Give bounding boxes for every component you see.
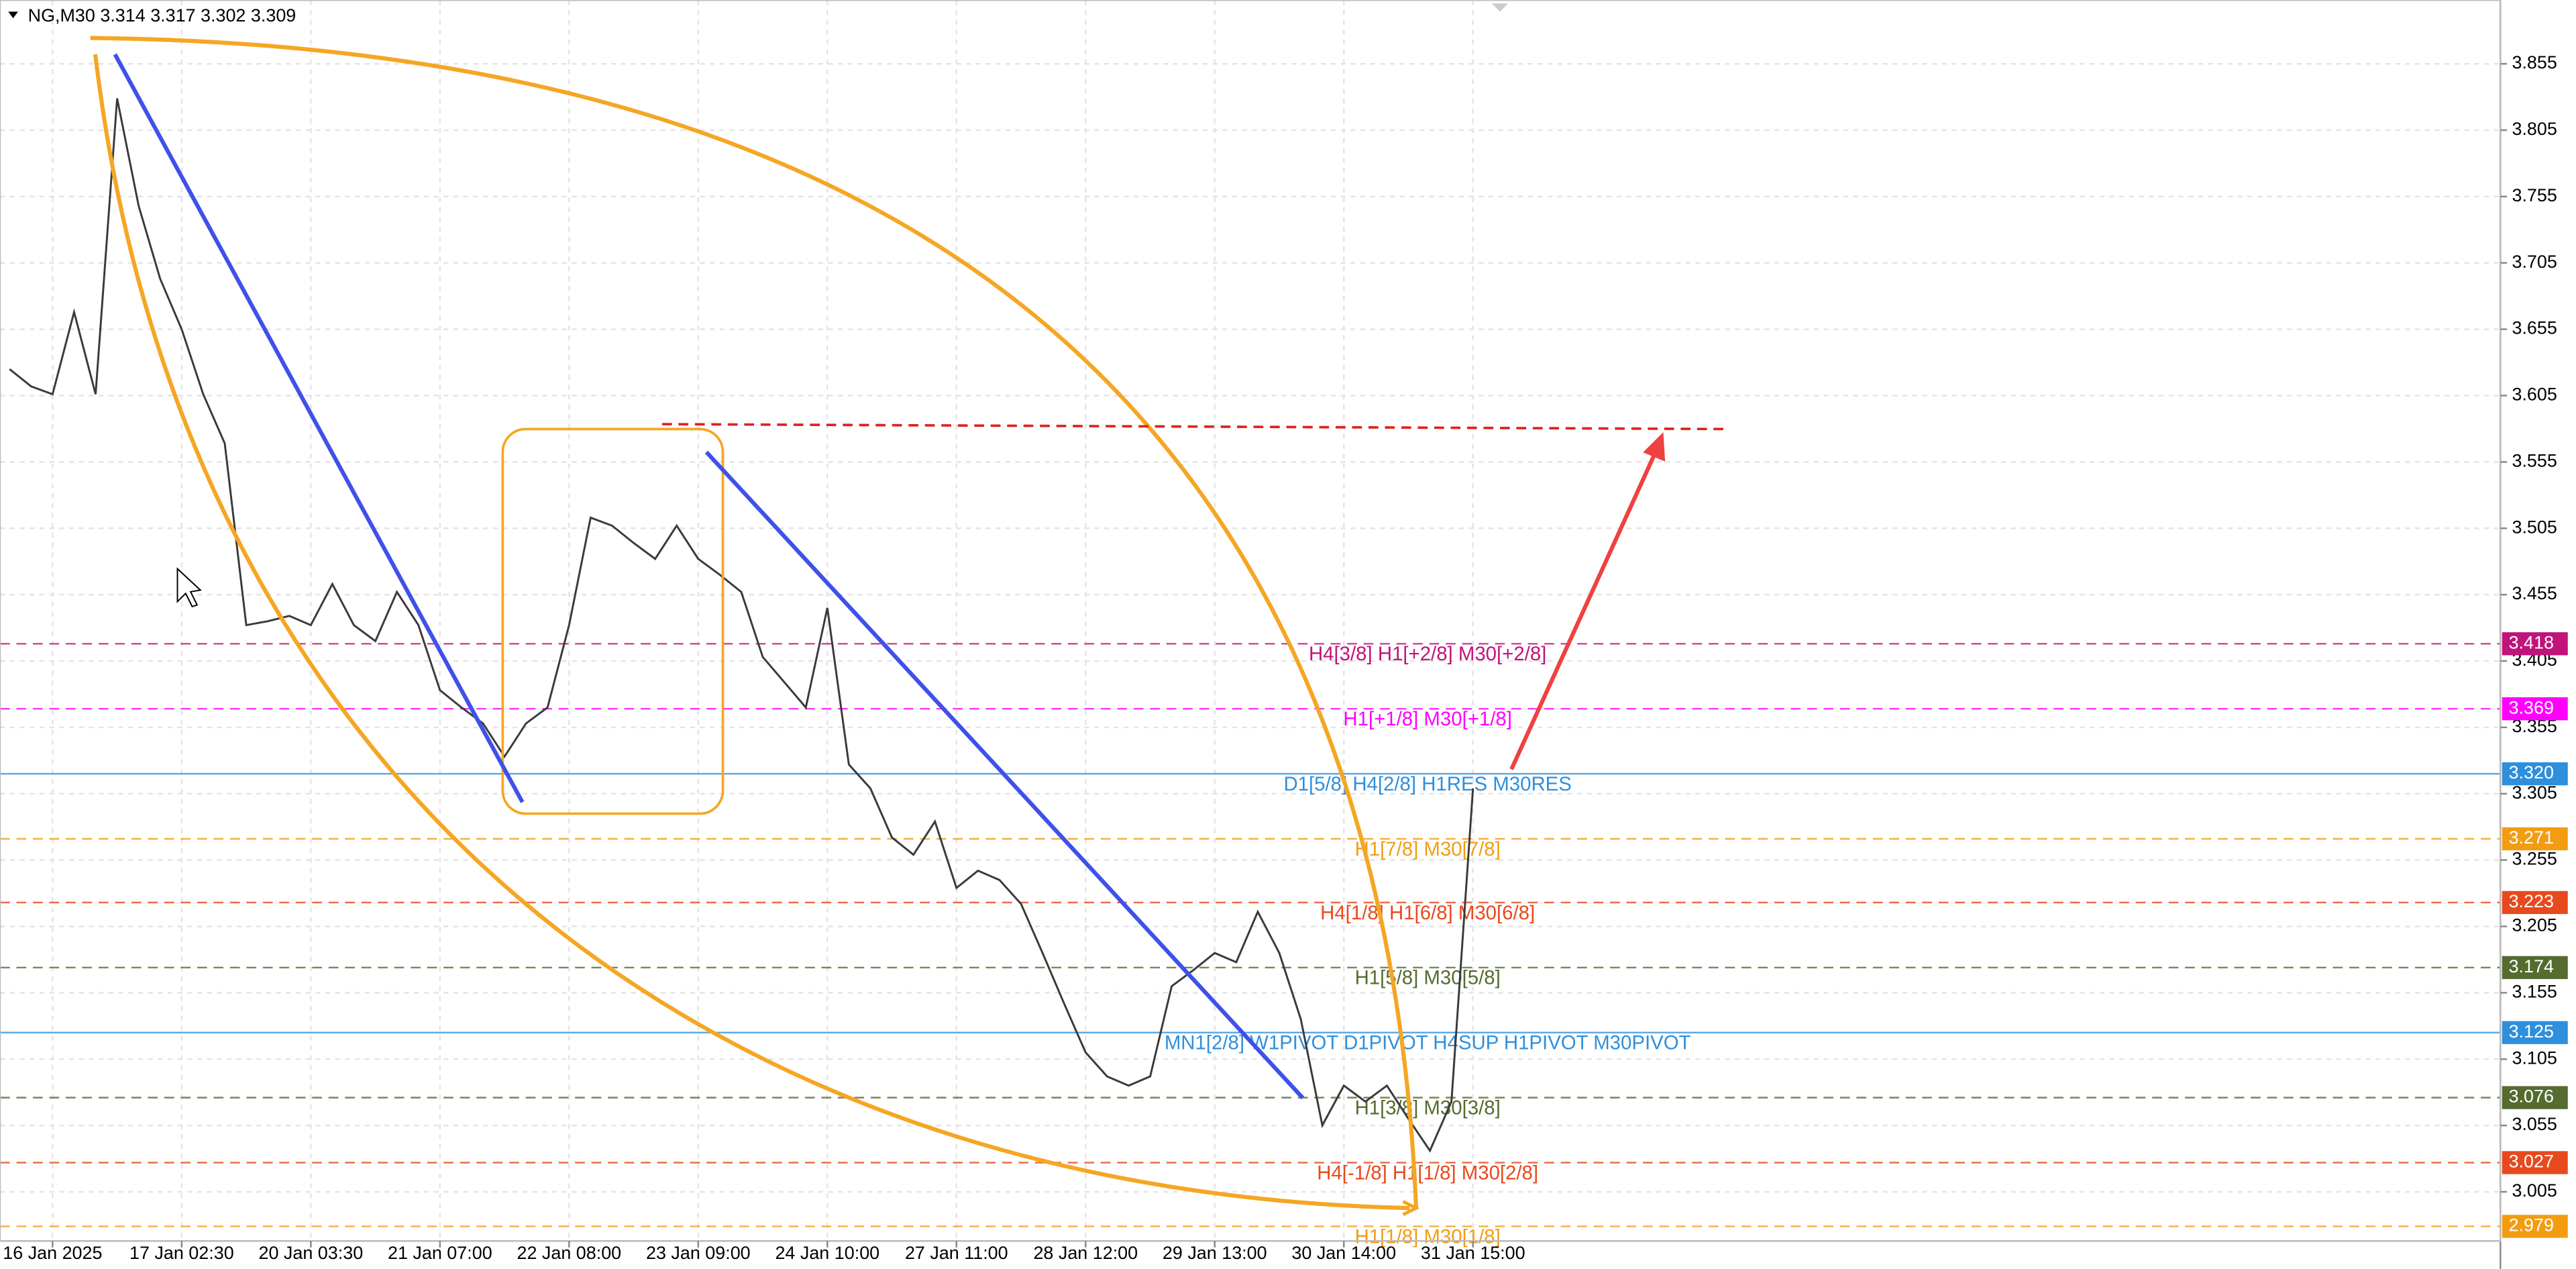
y-tick-label: 3.455 bbox=[2512, 583, 2557, 603]
x-tick-label: 30 Jan 14:00 bbox=[1291, 1243, 1396, 1263]
price-tag bbox=[2502, 891, 2568, 915]
trendline bbox=[113, 53, 525, 803]
y-tick-label: 3.555 bbox=[2512, 450, 2557, 470]
axis-layer: 3.855 3.805 3.755 3.705 3.655 3.605 3.555 3.505… bbox=[3, 52, 2568, 1263]
level-label: H1[7/8] M30[7/8] bbox=[1355, 838, 1501, 860]
price-tag-label: 3.125 bbox=[2509, 1021, 2554, 1042]
x-tick-label: 21 Jan 07:00 bbox=[388, 1243, 492, 1263]
price-tag-label: 3.369 bbox=[2509, 697, 2554, 717]
price-tag-label: 3.223 bbox=[2509, 891, 2554, 911]
x-tick-label: 31 Jan 15:00 bbox=[1421, 1243, 1525, 1263]
cursor bbox=[176, 567, 202, 608]
price-tag-label: 3.271 bbox=[2509, 827, 2554, 848]
y-tick-label: 3.005 bbox=[2512, 1180, 2557, 1201]
y-tick-label: 3.155 bbox=[2512, 981, 2557, 1001]
y-tick-label: 3.705 bbox=[2512, 252, 2557, 272]
level-label: H4[1/8] H1[6/8] M30[6/8] bbox=[1320, 902, 1535, 924]
price-tag-label: 3.027 bbox=[2509, 1152, 2554, 1172]
x-tick-label: 17 Jan 02:30 bbox=[129, 1243, 234, 1263]
price-tag bbox=[2502, 1215, 2568, 1238]
plot-frame bbox=[0, 0, 2502, 1242]
y-tick-label: 3.255 bbox=[2512, 849, 2557, 869]
level-label: H4[-1/8] H1[1/8] M30[2/8] bbox=[1317, 1162, 1538, 1184]
price-layer bbox=[9, 98, 1474, 1153]
price-tag-label: 3.320 bbox=[2509, 762, 2554, 782]
trendline bbox=[704, 450, 1305, 1100]
y-tick-label: 3.505 bbox=[2512, 517, 2557, 537]
y-tick-label: 3.755 bbox=[2512, 185, 2557, 205]
y-tick-label: 3.655 bbox=[2512, 318, 2557, 338]
arrow-head bbox=[1402, 1200, 1420, 1217]
price-tag bbox=[2502, 827, 2568, 851]
x-tick-label: 27 Jan 11:00 bbox=[905, 1243, 1008, 1263]
price-tag bbox=[2502, 1021, 2568, 1044]
target-line bbox=[661, 423, 1730, 431]
target-arrow bbox=[1509, 443, 1662, 770]
price-tag bbox=[2502, 632, 2568, 656]
price-tag bbox=[2502, 956, 2568, 979]
price-tag-label: 2.979 bbox=[2509, 1215, 2554, 1235]
y-tick-label: 3.305 bbox=[2512, 782, 2557, 803]
scroll-marker bbox=[1491, 3, 1509, 12]
y-tick-label: 3.805 bbox=[2512, 119, 2557, 139]
level-label: H4[3/8] H1[+2/8] M30[+2/8] bbox=[1309, 643, 1546, 665]
y-tick-label: 3.105 bbox=[2512, 1048, 2557, 1068]
level-label: H1[+1/8] M30[+1/8] bbox=[1343, 708, 1511, 730]
x-tick-label: 16 Jan 2025 bbox=[3, 1243, 102, 1263]
price-tag bbox=[2502, 762, 2568, 786]
price-line bbox=[9, 98, 1474, 1153]
x-tick-label: 28 Jan 12:00 bbox=[1033, 1243, 1138, 1263]
price-tag-label: 3.418 bbox=[2509, 632, 2554, 652]
y-tick-label: 3.205 bbox=[2512, 915, 2557, 935]
x-tick-label: 22 Jan 08:00 bbox=[517, 1243, 621, 1263]
grid-layer bbox=[0, 0, 2501, 1241]
x-tick-label: 24 Jan 10:00 bbox=[775, 1243, 879, 1263]
menu-arrow bbox=[8, 11, 18, 19]
orange-arc bbox=[90, 36, 1419, 1209]
price-tag-label: 3.076 bbox=[2509, 1086, 2554, 1107]
levels-layer: H4[3/8] H1[+2/8] M30[+2/8] H1[+1/8] M30[+… bbox=[0, 643, 2501, 1248]
level-label: H1[5/8] M30[5/8] bbox=[1355, 967, 1501, 989]
price-tag-label: 3.174 bbox=[2509, 956, 2554, 976]
y-tick-label: 3.855 bbox=[2512, 52, 2557, 72]
chart-title: NG,M30 3.314 3.317 3.302 3.309 bbox=[28, 5, 297, 26]
x-tick-label: 23 Jan 09:00 bbox=[646, 1243, 751, 1263]
orange-arc bbox=[93, 54, 1410, 1211]
level-label: D1[5/8] H4[2/8] H1RES M30RES bbox=[1283, 773, 1571, 795]
annotations bbox=[90, 3, 1730, 1217]
price-tag bbox=[2502, 697, 2568, 721]
y-tick-label: 3.605 bbox=[2512, 385, 2557, 405]
level-label: H1[1/8] M30[1/8] bbox=[1355, 1225, 1501, 1248]
y-tick-label: 3.055 bbox=[2512, 1114, 2557, 1134]
level-label: H1[3/8] M30[3/8] bbox=[1355, 1097, 1501, 1119]
arrow-head bbox=[1643, 432, 1666, 462]
price-tag bbox=[2502, 1086, 2568, 1109]
x-tick-label: 20 Jan 03:30 bbox=[259, 1243, 364, 1263]
orange-box bbox=[501, 427, 724, 815]
price-tag bbox=[2502, 1151, 2568, 1174]
x-tick-label: 29 Jan 13:00 bbox=[1163, 1243, 1267, 1263]
